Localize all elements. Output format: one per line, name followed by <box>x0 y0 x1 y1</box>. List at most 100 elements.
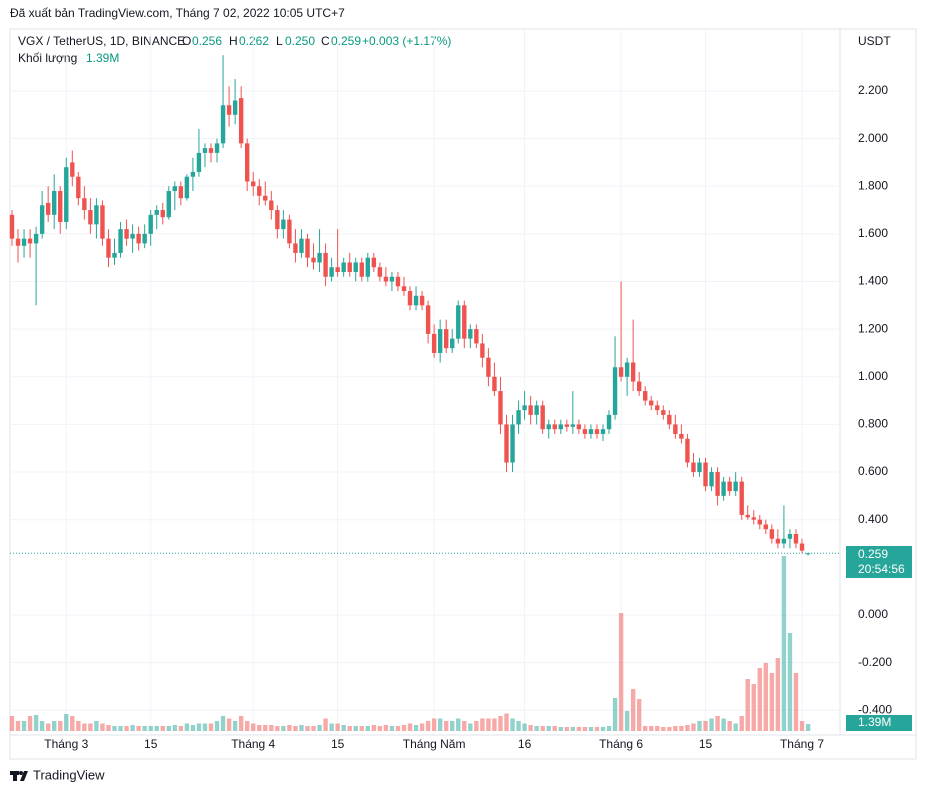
candle-body <box>540 405 545 430</box>
volume-bar <box>27 716 33 731</box>
volume-bar <box>244 721 250 731</box>
volume-bar <box>293 726 298 731</box>
volume-bar <box>407 723 413 731</box>
volume-bar <box>600 727 606 731</box>
candle-body <box>238 98 244 144</box>
volume-bar <box>498 716 503 731</box>
candle-body <box>516 410 521 425</box>
candle-body <box>443 329 449 349</box>
candle-body <box>21 238 27 246</box>
volume-bar <box>220 716 226 731</box>
candle-body <box>431 333 437 353</box>
volume-bar <box>799 721 805 731</box>
candle-body <box>594 429 600 434</box>
candle-body <box>413 295 419 306</box>
volume-bar <box>257 725 262 731</box>
candle-body <box>787 533 793 539</box>
volume-bar <box>739 716 744 731</box>
candle-body <box>311 257 316 263</box>
candle-body <box>341 262 346 272</box>
candle-body <box>522 405 527 411</box>
candle-body <box>570 424 576 427</box>
volume-bar <box>419 723 425 731</box>
candle-body <box>643 391 648 401</box>
candle-body <box>136 233 141 244</box>
volume-bar <box>576 727 582 731</box>
volume-bar <box>775 658 781 731</box>
symbol: VGX / TetherUS, 1D, BINANCE <box>18 34 185 48</box>
volume-bar <box>534 726 539 731</box>
plot-area: -0.400 -0.200 0.000 0.400 0.600 0.800 1.000 1.2… <box>9 29 892 751</box>
volume-bar <box>655 726 660 731</box>
volume-bar <box>166 726 171 731</box>
volume-bar <box>305 726 310 731</box>
volume-bar <box>106 725 111 731</box>
candle-body <box>88 210 93 225</box>
candle-body <box>323 252 328 277</box>
candle-body <box>425 305 431 334</box>
volume-bar <box>39 721 45 731</box>
candle-body <box>353 262 358 272</box>
x-tick-label: Tháng 7 <box>780 737 824 751</box>
volume-bar <box>721 718 726 731</box>
candle-body <box>474 329 479 344</box>
candle-body <box>552 424 557 430</box>
candle-body <box>15 238 21 246</box>
volume-bar <box>787 633 793 731</box>
candle-body <box>190 171 196 177</box>
volume-bar <box>269 725 274 731</box>
volume-bar <box>781 556 787 731</box>
volume-bar <box>196 723 202 731</box>
volume-bar <box>763 663 769 731</box>
volume-bar <box>323 718 328 731</box>
candle-body <box>715 472 720 496</box>
candle-body <box>709 472 714 487</box>
candle-body <box>118 229 123 253</box>
candle-body <box>299 238 304 253</box>
candle-body <box>468 329 473 339</box>
candle-body <box>733 481 738 492</box>
candle-body <box>70 162 75 177</box>
volume-bar <box>365 726 370 731</box>
candle-body <box>558 424 563 430</box>
volume-bar <box>371 725 377 731</box>
countdown: 20:54:56 <box>858 562 905 576</box>
candle-body <box>214 143 220 153</box>
volume-bar <box>275 726 280 731</box>
candle-body <box>564 424 570 427</box>
volume-bar <box>630 689 636 731</box>
volume-bar <box>347 726 352 731</box>
candle-body <box>359 262 364 277</box>
volume-bar <box>299 725 304 731</box>
candle-body <box>546 424 551 430</box>
volume-bar <box>468 723 473 731</box>
candle-body <box>636 381 642 392</box>
volume-bar <box>715 716 720 731</box>
volume-bar <box>377 726 383 731</box>
volume-bar <box>540 726 545 731</box>
candle-body <box>27 238 33 244</box>
candle-body <box>52 191 57 215</box>
volume-bar <box>558 727 563 731</box>
y-tick-label: -0.400 <box>858 702 892 716</box>
candle-body <box>9 214 15 239</box>
volume-tag <box>846 715 912 731</box>
volume-bar <box>431 718 437 731</box>
candle-body <box>383 276 389 282</box>
candle-body <box>232 100 238 115</box>
volume-bar <box>214 721 220 731</box>
candle-body <box>582 429 588 434</box>
candle-body <box>763 524 769 530</box>
volume-bar <box>564 727 570 731</box>
volume-bar <box>124 726 129 731</box>
volume-bar <box>202 723 208 731</box>
volume-bar <box>88 723 93 731</box>
candle-body <box>395 276 401 287</box>
candle-body <box>685 438 690 463</box>
candle-body <box>184 176 190 199</box>
volume-bar <box>281 726 286 731</box>
candle-body <box>275 210 280 230</box>
candle-body <box>721 481 726 496</box>
volume-bar <box>100 723 105 731</box>
